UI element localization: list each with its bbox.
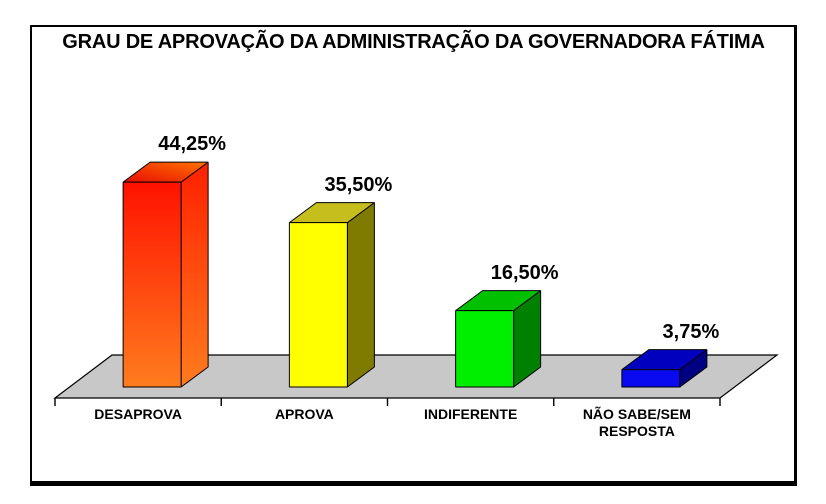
category-label-desaprova: DESAPROVA bbox=[94, 406, 182, 422]
value-label-nao-sabe: 3,75% bbox=[662, 320, 720, 343]
value-label-indiferente: 16,50% bbox=[490, 261, 559, 284]
chart-title: GRAU DE APROVAÇÃO DA ADMINISTRAÇÃO DA GO… bbox=[62, 31, 765, 53]
value-label-desaprova: 44,25% bbox=[158, 133, 227, 156]
category-label-aprova: APROVA bbox=[274, 406, 334, 422]
value-label-aprova: 35,50% bbox=[324, 173, 393, 196]
category-label-nao-sabe: NÃO SABE/SEM RESPOSTA bbox=[582, 406, 691, 439]
category-label-indiferente: INDIFERENTE bbox=[423, 406, 518, 422]
